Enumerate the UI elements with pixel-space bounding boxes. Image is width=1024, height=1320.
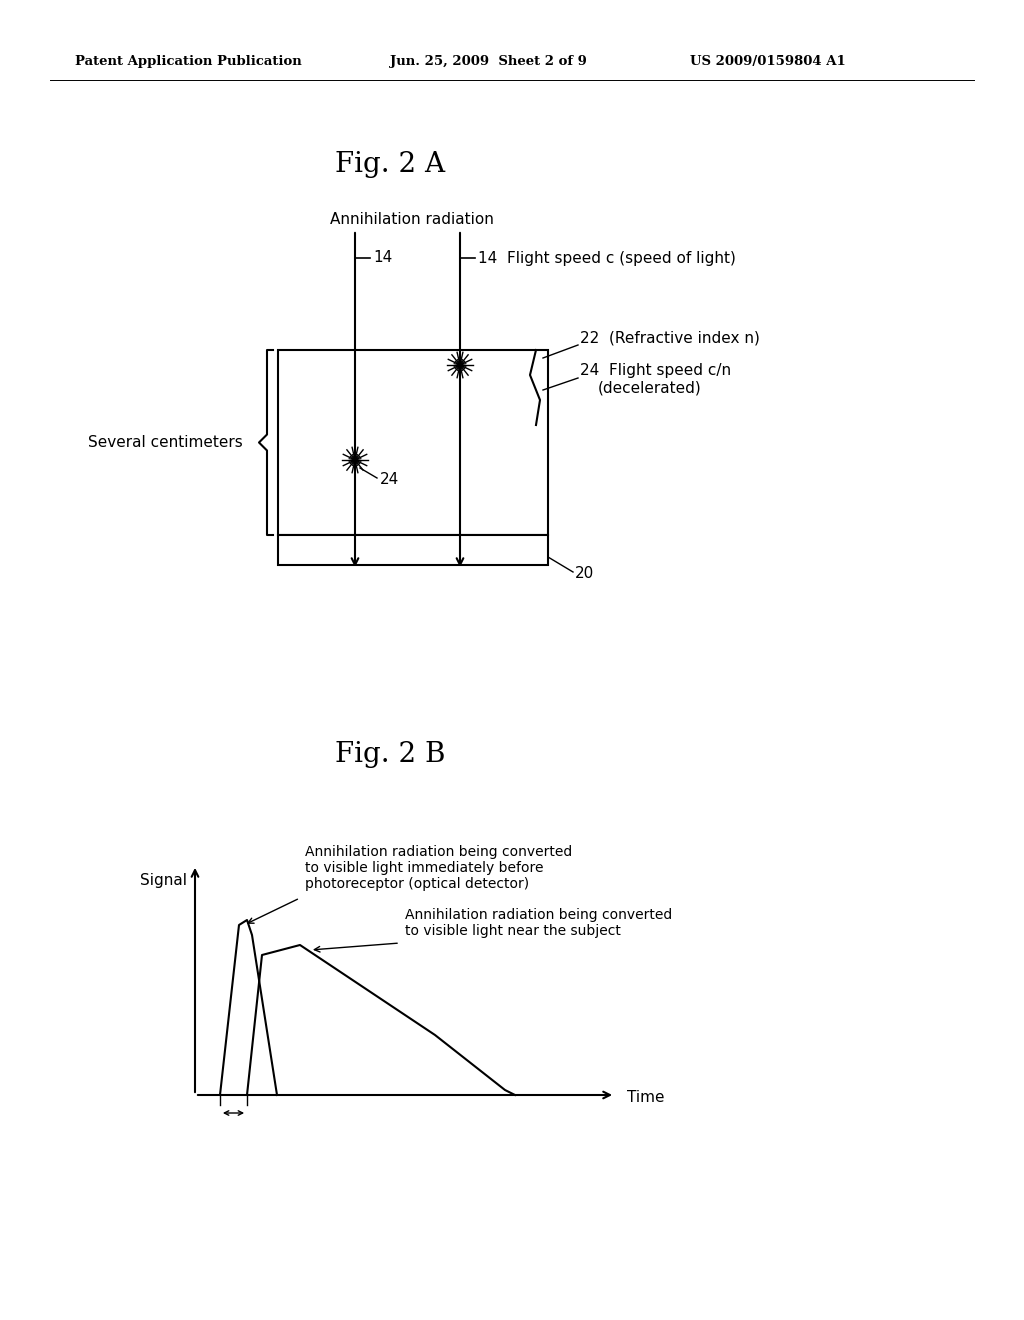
Text: 22  (Refractive index n): 22 (Refractive index n) — [580, 330, 760, 346]
Text: Fig. 2 A: Fig. 2 A — [335, 152, 445, 178]
Text: 20: 20 — [575, 566, 594, 582]
Text: to visible light immediately before: to visible light immediately before — [305, 861, 544, 875]
Text: Jun. 25, 2009  Sheet 2 of 9: Jun. 25, 2009 Sheet 2 of 9 — [390, 55, 587, 69]
Text: Fig. 2 B: Fig. 2 B — [335, 742, 445, 768]
Bar — [278, 535, 548, 565]
Text: Annihilation radiation being converted: Annihilation radiation being converted — [406, 908, 672, 921]
Text: to visible light near the subject: to visible light near the subject — [406, 924, 621, 939]
Bar — [278, 350, 548, 535]
Text: Annihilation radiation: Annihilation radiation — [330, 213, 494, 227]
Text: (decelerated): (decelerated) — [598, 380, 701, 396]
Text: 24  Flight speed c/n: 24 Flight speed c/n — [580, 363, 731, 378]
Text: Several centimeters: Several centimeters — [88, 436, 243, 450]
Text: Time: Time — [627, 1089, 665, 1105]
Text: US 2009/0159804 A1: US 2009/0159804 A1 — [690, 55, 846, 69]
Text: 24: 24 — [380, 473, 399, 487]
Text: Annihilation radiation being converted: Annihilation radiation being converted — [305, 845, 572, 859]
Text: 14: 14 — [373, 251, 392, 265]
Text: Patent Application Publication: Patent Application Publication — [75, 55, 302, 69]
Text: 14  Flight speed c (speed of light): 14 Flight speed c (speed of light) — [478, 251, 736, 265]
Text: Signal: Signal — [140, 873, 187, 887]
Text: photoreceptor (optical detector): photoreceptor (optical detector) — [305, 876, 529, 891]
